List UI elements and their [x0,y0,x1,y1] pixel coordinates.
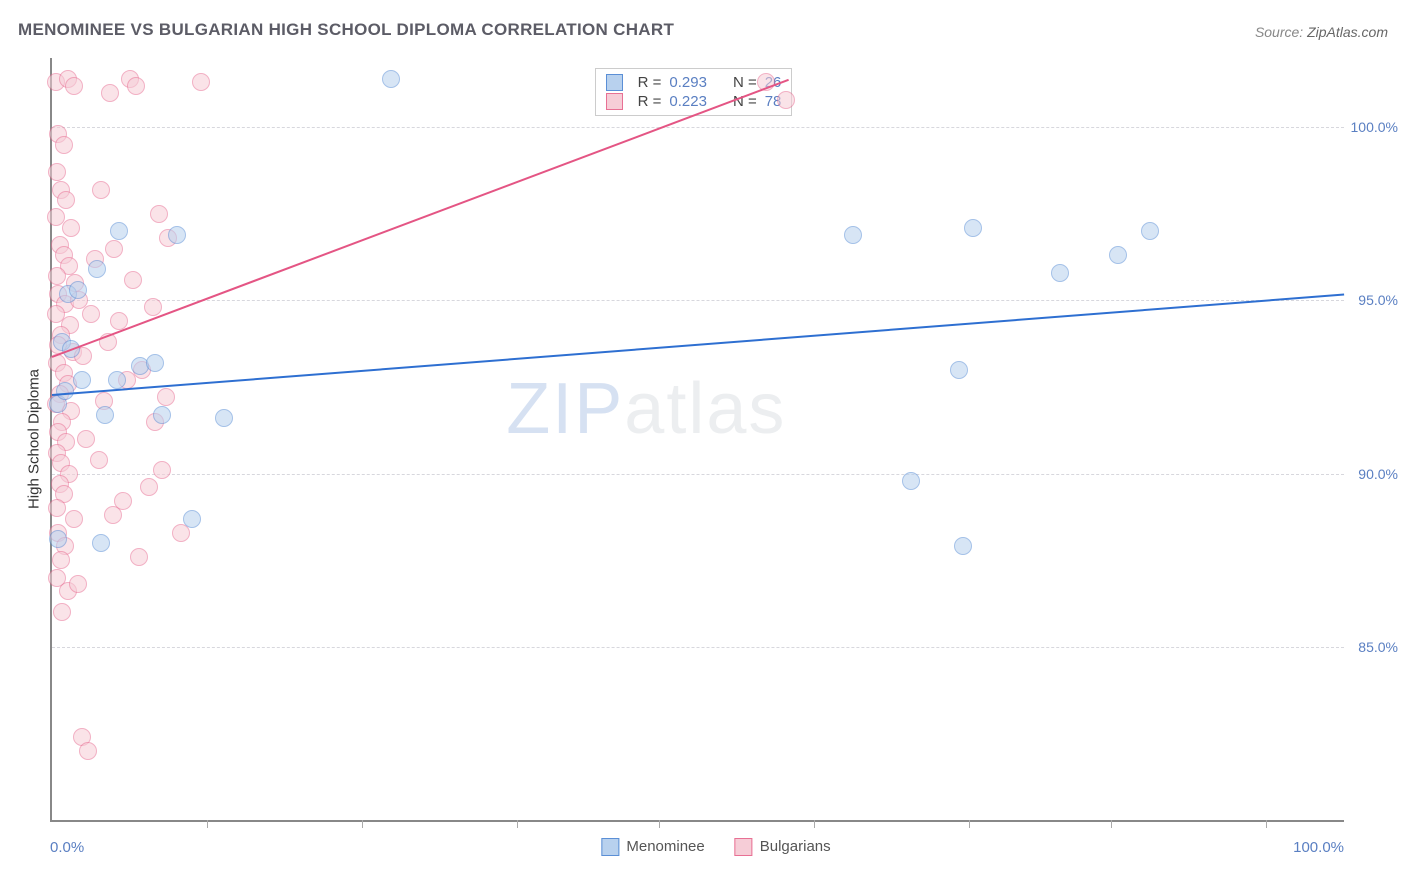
data-point [1109,246,1127,264]
legend-label: Bulgarians [760,838,831,855]
legend-swatch [735,838,753,856]
data-point [382,70,400,88]
data-point [55,136,73,154]
x-tick [969,820,970,828]
data-point [65,510,83,528]
legend-item: Menominee [601,838,704,856]
data-point [130,548,148,566]
data-point [153,406,171,424]
data-point [1141,222,1159,240]
trend-line [52,294,1344,396]
data-point [105,240,123,258]
stat-r-value: 0.293 [669,74,707,91]
data-point [153,461,171,479]
legend-swatch [601,838,619,856]
x-tick [814,820,815,828]
data-point [53,603,71,621]
legend-swatch [606,74,623,91]
x-tick [517,820,518,828]
x-tick [1111,820,1112,828]
data-point [48,163,66,181]
stats-row: R =0.293N =26 [606,73,782,92]
y-tick-label: 90.0% [1348,466,1398,482]
data-point [777,91,795,109]
data-point [79,742,97,760]
gridline-horizontal [52,647,1344,648]
legend-label: Menominee [626,838,704,855]
watermark: ZIPatlas [506,368,786,450]
data-point [69,281,87,299]
data-point [950,361,968,379]
x-tick [207,820,208,828]
data-point [96,406,114,424]
watermark-atlas: atlas [624,369,786,449]
stats-row: R =0.223N =78 [606,92,782,111]
data-point [146,354,164,372]
data-point [964,219,982,237]
data-point [77,430,95,448]
data-point [215,409,233,427]
legend-swatch [606,93,623,110]
data-point [49,530,67,548]
stat-r-value: 0.223 [669,93,707,110]
x-tick [659,820,660,828]
y-tick-label: 100.0% [1348,119,1398,135]
data-point [82,305,100,323]
data-point [954,537,972,555]
source-value: ZipAtlas.com [1307,24,1388,40]
watermark-zip: ZIP [506,369,624,449]
gridline-horizontal [52,127,1344,128]
y-tick-label: 95.0% [1348,292,1398,308]
plot-area: High School Diploma ZIPatlas R =0.293N =… [50,58,1344,822]
source-label: Source: [1255,24,1307,40]
data-point [144,298,162,316]
stat-r-label: R = [638,74,662,91]
source-attribution: Source: ZipAtlas.com [1255,24,1388,40]
bottom-legend: Menominee Bulgarians [601,838,830,856]
data-point [108,371,126,389]
data-point [52,551,70,569]
data-point [110,222,128,240]
data-point [183,510,201,528]
data-point [92,181,110,199]
y-axis-label: High School Diploma [26,369,43,509]
data-point [48,499,66,517]
data-point [73,371,91,389]
stat-n-label: N = [733,74,757,91]
data-point [844,226,862,244]
data-point [57,191,75,209]
data-point [902,472,920,490]
gridline-horizontal [52,300,1344,301]
x-tick [362,820,363,828]
data-point [92,534,110,552]
x-axis-min-label: 0.0% [50,839,84,856]
x-axis-max-label: 100.0% [1293,839,1344,856]
data-point [192,73,210,91]
data-point [88,260,106,278]
data-point [56,382,74,400]
legend-item: Bulgarians [735,838,831,856]
data-point [1051,264,1069,282]
x-tick [1266,820,1267,828]
data-point [157,388,175,406]
data-point [104,506,122,524]
chart-container: High School Diploma ZIPatlas R =0.293N =… [38,48,1394,862]
gridline-horizontal [52,474,1344,475]
data-point [48,267,66,285]
data-point [65,77,83,95]
data-point [62,219,80,237]
data-point [127,77,145,95]
data-point [124,271,142,289]
chart-title: MENOMINEE VS BULGARIAN HIGH SCHOOL DIPLO… [18,20,674,40]
data-point [150,205,168,223]
data-point [101,84,119,102]
data-point [69,575,87,593]
data-point [168,226,186,244]
y-tick-label: 85.0% [1348,639,1398,655]
data-point [140,478,158,496]
stat-r-label: R = [638,93,662,110]
data-point [90,451,108,469]
